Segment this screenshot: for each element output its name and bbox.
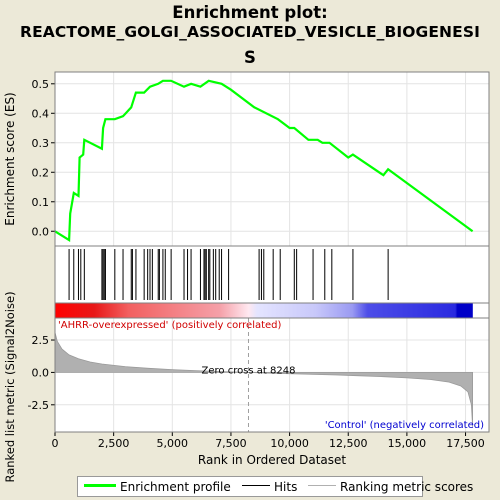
zero-cross-label: Zero cross at 8248 [202, 365, 296, 376]
metric-ytick-label: -2.5 [28, 399, 49, 412]
es-ytick-label: 0.3 [32, 137, 50, 150]
x-axis-title: Rank in Ordered Dataset [198, 453, 346, 467]
metric-xtick-label: 2,500 [98, 437, 130, 450]
legend-hits-swatch [242, 485, 270, 486]
chart-title-line-1: Enrichment plot: [172, 3, 328, 22]
panel-border [54, 317, 490, 433]
metric-xtick-label: 7,500 [215, 437, 247, 450]
es-ytick-label: 0.4 [32, 107, 50, 120]
legend-hits-label: Hits [274, 480, 298, 494]
enrichment-profile-line [54, 79, 474, 243]
metric-ytick-label: 0.0 [32, 366, 50, 379]
negative-label: 'Control' (negatively correlated) [325, 420, 484, 431]
metric-xtick-label: 17,500 [446, 437, 485, 450]
legend: Enrichment profile Hits Ranking metric s… [77, 476, 473, 497]
chart-title-line-2: REACTOME_GOLGI_ASSOCIATED_VESICLE_BIOGEN… [20, 23, 480, 41]
metric-xtick-label: 5,000 [157, 437, 189, 450]
es-y-axis-title: Enrichment score (ES) [3, 92, 17, 225]
rank-color-bar [55, 303, 489, 318]
es-ytick-label: 0.0 [32, 225, 50, 238]
es-ytick-label: 0.1 [32, 196, 50, 209]
metric-y-axis-title: Ranked list metric (Signal2Noise) [3, 291, 17, 482]
ranking-metric-area [54, 332, 473, 427]
metric-ytick-label: 2.5 [32, 334, 50, 347]
metric-xtick-label: 12,500 [329, 437, 368, 450]
es-ytick-label: 0.2 [32, 166, 50, 179]
metric-xtick-label: 15,000 [388, 437, 427, 450]
metric-xtick-label: 0 [52, 437, 59, 450]
positive-label: 'AHRR-overexpressed' (positively correla… [58, 320, 282, 331]
legend-metric-label: Ranking metric scores [340, 480, 474, 494]
chart-title-line-3: S [244, 48, 256, 67]
legend-enrichment-swatch [84, 484, 116, 487]
es-panel [55, 72, 489, 246]
hits-panel [55, 246, 489, 303]
es-ytick-label: 0.5 [32, 78, 50, 91]
metric-xtick-label: 10,000 [270, 437, 309, 450]
legend-enrichment-label: Enrichment profile [120, 480, 231, 494]
legend-metric-swatch [308, 485, 336, 486]
